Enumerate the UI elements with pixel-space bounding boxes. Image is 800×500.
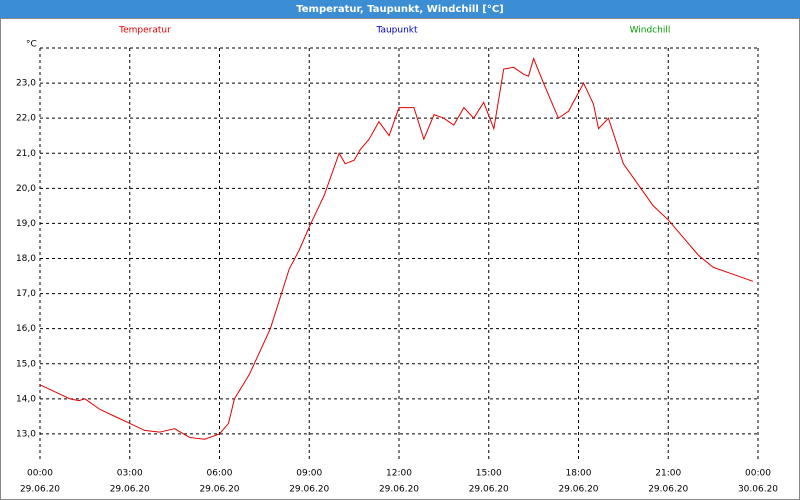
y-tick-label: 22,0 [16,114,36,124]
x-tick-date: 29.06.20 [648,485,688,495]
x-tick-date: 29.06.20 [20,485,60,495]
x-tick-label: 00:00 [745,469,771,479]
legend-label: Windchill [630,26,671,36]
x-tick-label: 09:00 [296,469,322,479]
x-tick-label: 06:00 [207,469,233,479]
series-line [39,56,754,440]
y-tick-label: 17,0 [16,289,36,299]
y-tick-label: 18,0 [16,254,36,264]
legend-label: Taupunkt [375,26,418,36]
title-bar [0,0,800,18]
x-tick-label: 12:00 [386,469,412,479]
x-tick-label: 21:00 [655,469,681,479]
x-tick-date: 29.06.20 [110,485,150,495]
x-tick-label: 03:00 [117,469,143,479]
y-tick-label: 19,0 [16,219,36,229]
y-tick-label: 15,0 [16,359,36,369]
legend-label: Temperatur [118,26,171,36]
y-tick-label: 16,0 [16,324,36,334]
y-tick-label: 20,0 [16,184,36,194]
y-tick-label: 13,0 [16,429,36,439]
x-tick-date: 29.06.20 [558,485,598,495]
x-tick-date: 29.06.20 [199,485,239,495]
y-tick-label: 14,0 [16,394,36,404]
y-tick-label: 21,0 [16,149,36,159]
x-tick-date: 29.06.20 [379,485,419,495]
y-tick-label: 23,0 [16,79,36,89]
y-unit: °C [26,40,37,50]
x-tick-label: 00:00 [27,469,53,479]
x-tick-date: 29.06.20 [469,485,509,495]
chart-title: Temperatur, Taupunkt, Windchill [°C] [296,4,504,15]
x-tick-label: 15:00 [476,469,502,479]
x-tick-date: 30.06.20 [738,485,778,495]
x-tick-date: 29.06.20 [289,485,329,495]
x-tick-label: 18:00 [566,469,592,479]
